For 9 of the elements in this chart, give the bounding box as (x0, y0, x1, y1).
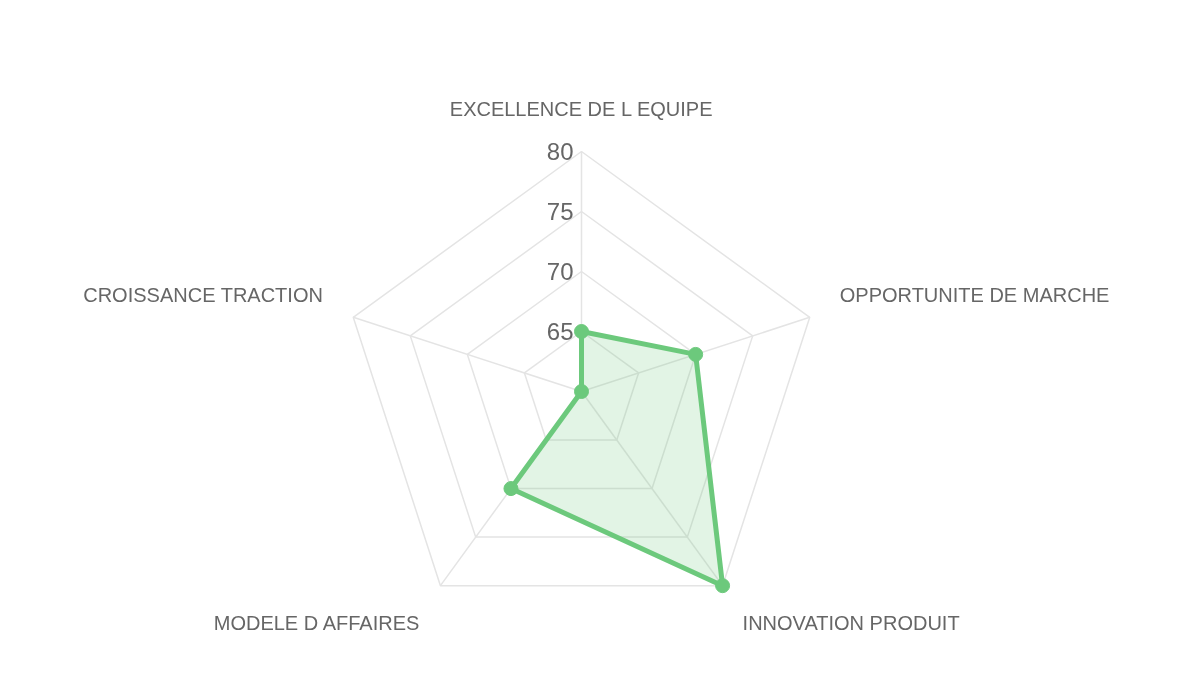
spoke-label: CROISSANCE TRACTION (83, 284, 323, 307)
spoke-label: INNOVATION PRODUIT (742, 611, 960, 634)
spoke-label: OPPORTUNITE DE MARCHE (839, 284, 1110, 307)
spoke-label: EXCELLENCE DE L EQUIPE (449, 97, 713, 120)
spoke-label: MODELE D AFFAIRES (213, 611, 420, 634)
y-tick-label: 65 (546, 318, 574, 345)
y-tick-label: 75 (546, 198, 574, 225)
y-tick-label: 80 (546, 138, 574, 165)
y-tick-label: 70 (546, 258, 574, 285)
